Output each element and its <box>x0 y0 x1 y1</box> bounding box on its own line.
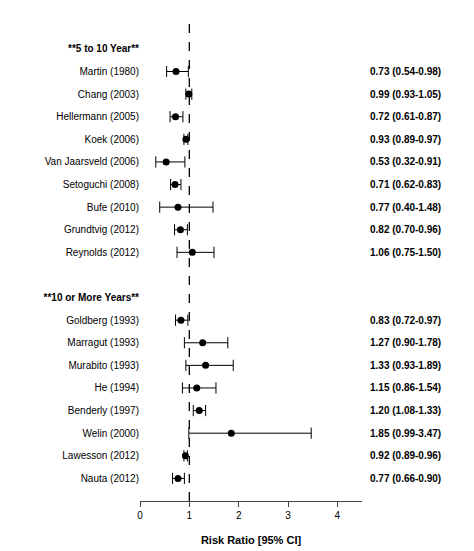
svg-text:Nauta (2012): Nauta (2012) <box>81 473 139 484</box>
svg-text:0.99 (0.93-1.05): 0.99 (0.93-1.05) <box>370 89 441 100</box>
svg-text:**10 or More Years**: **10 or More Years** <box>44 292 140 303</box>
svg-text:Martin (1980): Martin (1980) <box>80 66 139 77</box>
svg-text:Risk Ratio [95% CI]: Risk Ratio [95% CI] <box>201 534 302 546</box>
svg-text:3: 3 <box>285 510 291 521</box>
svg-text:Lawesson (2012): Lawesson (2012) <box>62 450 139 461</box>
svg-text:Murabito (1993): Murabito (1993) <box>68 360 139 371</box>
svg-text:Benderly (1997): Benderly (1997) <box>68 405 139 416</box>
svg-text:Koek (2006): Koek (2006) <box>85 134 139 145</box>
svg-text:1.06 (0.75-1.50): 1.06 (0.75-1.50) <box>370 247 441 258</box>
svg-text:0.82 (0.70-0.96): 0.82 (0.70-0.96) <box>370 224 441 235</box>
svg-text:1.15 (0.86-1.54): 1.15 (0.86-1.54) <box>370 382 441 393</box>
svg-text:1: 1 <box>187 510 193 521</box>
svg-text:Van Jaarsveld (2006): Van Jaarsveld (2006) <box>45 156 139 167</box>
svg-text:Hellermann (2005): Hellermann (2005) <box>56 111 139 122</box>
svg-text:Reynolds (2012): Reynolds (2012) <box>66 247 139 258</box>
svg-text:4: 4 <box>335 510 341 521</box>
svg-text:0.53 (0.32-0.91): 0.53 (0.32-0.91) <box>370 156 441 167</box>
svg-text:0.77 (0.40-1.48): 0.77 (0.40-1.48) <box>370 202 441 213</box>
svg-text:Chang (2003): Chang (2003) <box>78 89 139 100</box>
svg-text:0.73 (0.54-0.98): 0.73 (0.54-0.98) <box>370 66 441 77</box>
svg-text:He (1994): He (1994) <box>95 382 139 393</box>
svg-text:Bufe (2010): Bufe (2010) <box>87 202 139 213</box>
svg-text:2: 2 <box>236 510 242 521</box>
svg-text:0.71 (0.62-0.83): 0.71 (0.62-0.83) <box>370 179 441 190</box>
svg-text:Goldberg (1993): Goldberg (1993) <box>66 315 139 326</box>
svg-text:0: 0 <box>137 510 143 521</box>
svg-text:1.33 (0.93-1.89): 1.33 (0.93-1.89) <box>370 360 441 371</box>
svg-text:0.83 (0.72-0.97): 0.83 (0.72-0.97) <box>370 315 441 326</box>
svg-text:1.85 (0.99-3.47): 1.85 (0.99-3.47) <box>370 428 441 439</box>
svg-text:0.77 (0.66-0.90): 0.77 (0.66-0.90) <box>370 473 441 484</box>
svg-text:0.93 (0.89-0.97): 0.93 (0.89-0.97) <box>370 134 441 145</box>
svg-text:1.20 (1.08-1.33): 1.20 (1.08-1.33) <box>370 405 441 416</box>
svg-text:1.27 (0.90-1.78): 1.27 (0.90-1.78) <box>370 337 441 348</box>
svg-text:Welin (2000): Welin (2000) <box>82 428 139 439</box>
svg-text:0.92 (0.89-0.96): 0.92 (0.89-0.96) <box>370 450 441 461</box>
svg-text:**5 to 10 Year**: **5 to 10 Year** <box>68 43 139 54</box>
svg-text:Grundtvig (2012): Grundtvig (2012) <box>64 224 139 235</box>
svg-text:Marragut (1993): Marragut (1993) <box>67 337 139 348</box>
svg-text:0.72 (0.61-0.87): 0.72 (0.61-0.87) <box>370 111 441 122</box>
svg-text:Setoguchi (2008): Setoguchi (2008) <box>63 179 139 190</box>
